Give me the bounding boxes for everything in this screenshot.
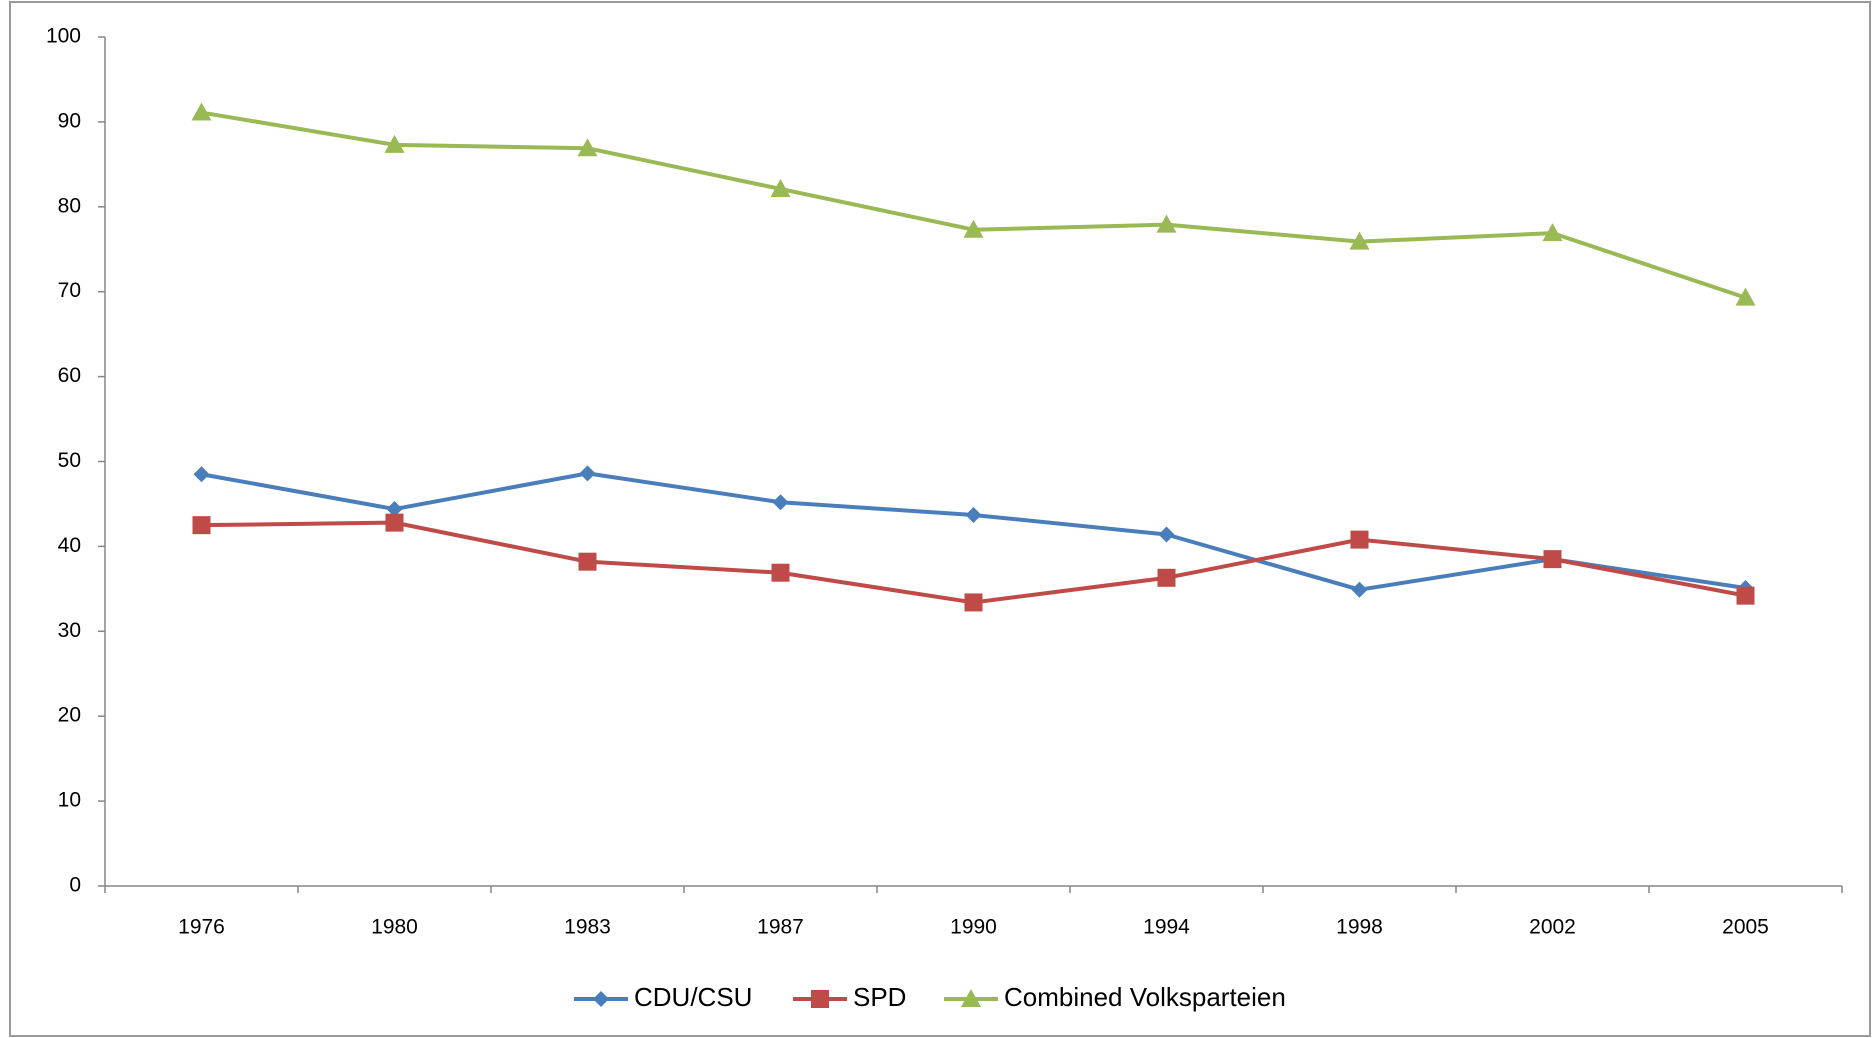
marker [384, 134, 405, 153]
x-tick-label: 1998 [1336, 916, 1383, 939]
x-tick-label: 1976 [178, 916, 225, 939]
marker [1351, 581, 1368, 598]
legend-marker [811, 990, 829, 1008]
marker [192, 516, 211, 535]
marker [385, 513, 404, 532]
marker [386, 501, 403, 518]
marker [772, 494, 789, 511]
marker [1350, 530, 1369, 549]
marker [770, 178, 791, 197]
marker [964, 593, 983, 612]
marker [1543, 550, 1562, 569]
y-tick-label: 70 [58, 279, 81, 302]
y-tick-label: 0 [69, 874, 81, 897]
y-tick-label: 30 [58, 619, 81, 642]
marker [191, 102, 212, 121]
x-tick-label: 2005 [1722, 916, 1769, 939]
marker [1736, 586, 1755, 605]
marker [1542, 223, 1563, 242]
x-tick-label: 1990 [950, 916, 997, 939]
marker [1158, 526, 1175, 543]
legend-marker [961, 989, 981, 1007]
y-tick-label: 50 [58, 449, 81, 472]
marker [1156, 214, 1177, 233]
marker [577, 138, 598, 157]
y-tick-label: 80 [58, 194, 81, 217]
y-tick-label: 10 [58, 789, 81, 812]
marker [193, 466, 210, 483]
x-tick-label: 2002 [1529, 916, 1576, 939]
marker [771, 563, 790, 582]
marker [579, 465, 596, 482]
x-tick-label: 1980 [371, 916, 418, 939]
marker [1157, 568, 1176, 587]
marker [963, 219, 984, 238]
y-tick-label: 90 [58, 109, 81, 132]
marker [1735, 287, 1756, 306]
marker [578, 552, 597, 571]
x-tick-label: 1994 [1143, 916, 1190, 939]
x-tick-label: 1987 [757, 916, 804, 939]
legend-text: CDU/CSU [634, 982, 752, 1012]
y-tick-label: 40 [58, 534, 81, 557]
chart-frame [9, 1, 1871, 1037]
marker [1349, 231, 1370, 250]
marker [965, 506, 982, 523]
x-tick-label: 1983 [564, 916, 611, 939]
legend-marker [593, 991, 609, 1007]
y-tick-label: 60 [58, 364, 81, 387]
legend-text: SPD [853, 982, 906, 1012]
legend-text: Combined Volksparteien [1004, 982, 1286, 1012]
y-tick-label: 20 [58, 704, 81, 727]
y-tick-label: 100 [46, 25, 81, 48]
